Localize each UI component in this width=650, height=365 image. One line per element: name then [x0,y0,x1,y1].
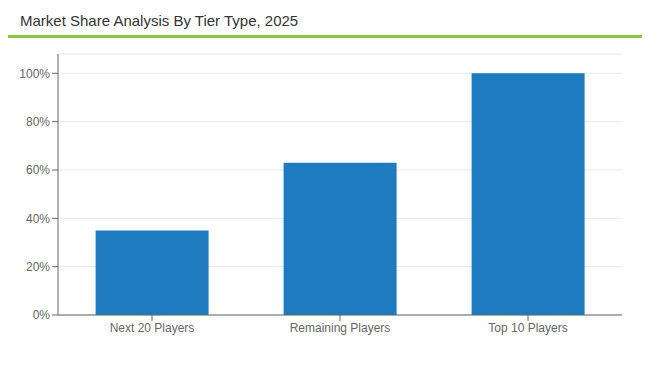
html-text:Market Share Analysis By Tier: Market Share Analysis By Tier Type, 2025 [20,12,299,29]
svg-text:100%: 100% [19,67,50,81]
svg-text:80%: 80% [26,115,50,129]
svg-text:40%: 40% [26,212,50,226]
svg-text:Remaining Players: Remaining Players [290,321,391,335]
svg-text:0%: 0% [33,308,51,322]
svg-text:60%: 60% [26,163,50,177]
svg-text:20%: 20% [26,260,50,274]
svg-text:Next 20 Players: Next 20 Players [110,321,195,335]
svg-text:Top 10 Players: Top 10 Players [488,321,567,335]
